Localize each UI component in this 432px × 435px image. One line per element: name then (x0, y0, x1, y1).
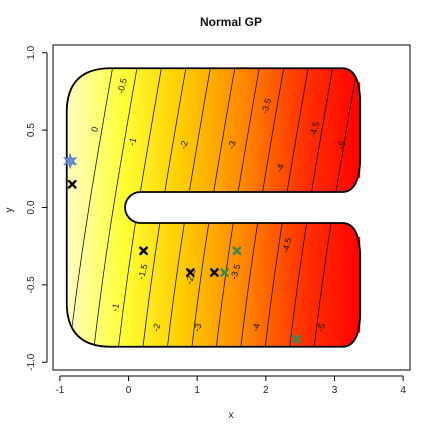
cross-marker (139, 246, 149, 256)
y-tick-label: -1.0 (26, 353, 37, 371)
cross-stroke (209, 268, 219, 277)
x-tick-label: 2 (263, 385, 269, 396)
x-tick-label: 1 (194, 385, 200, 396)
contour-labels: -0.5 0 -1 -2 -3 -3.5 -4 -4.5 -5 -1 -1.5 -2 -2.5 -3 -3.… (89, 77, 347, 332)
cross-stroke (232, 246, 242, 256)
cross-stroke (185, 268, 195, 277)
cross-marker (292, 334, 302, 344)
contour-label: -4.5 (308, 121, 322, 139)
contour-line (68, 68, 114, 347)
contour-label: -3 (192, 322, 204, 332)
contour-label: -3 (226, 140, 238, 150)
x-tick-label: 3 (332, 385, 338, 396)
contour-label: -1 (109, 302, 121, 312)
chart-title: Normal GP (200, 15, 262, 29)
y-tick-label: 1.0 (26, 45, 37, 59)
contour-label: -0.5 (115, 77, 129, 95)
contour-label: -5 (336, 140, 348, 150)
cross-stroke (67, 179, 77, 189)
star-marker (63, 152, 78, 170)
y-tick-label: 0.0 (26, 200, 37, 214)
x-axis: -1 0 1 2 3 4 (55, 375, 406, 396)
cross-marker (185, 268, 195, 277)
cross-stroke (139, 246, 149, 256)
contour-label: -4.5 (280, 237, 294, 255)
y-axis-title: y (4, 208, 15, 213)
contour-label: -2 (151, 322, 163, 332)
data-markers (63, 152, 302, 344)
contour-label: -2.5 (184, 268, 198, 286)
contour-label: -1.5 (136, 263, 150, 281)
region-outline (65, 67, 362, 348)
contour-label: -2 (178, 140, 190, 150)
contour-label: -1 (127, 137, 139, 147)
contour-label: 0 (89, 126, 100, 133)
cross-marker (232, 246, 242, 256)
x-tick-label: -1 (55, 385, 64, 396)
y-axis: -1.0 -0.5 0.0 0.5 1.0 (26, 45, 48, 371)
contour-label: -3.5 (260, 97, 274, 115)
y-tick-label: 0.5 (26, 123, 37, 137)
cross-stroke (292, 334, 302, 344)
cross-stroke (220, 268, 230, 277)
cross-marker (209, 268, 219, 277)
x-tick-label: 4 (400, 385, 406, 396)
contour-label: -5 (315, 322, 327, 332)
contour-label: -4 (250, 322, 262, 332)
contour-label: -4 (274, 163, 286, 173)
contour-line (93, 68, 139, 347)
x-tick-label: 0 (126, 385, 132, 396)
x-axis-title: x (229, 410, 234, 421)
y-tick-label: -0.5 (26, 276, 37, 294)
contour-label: -3.5 (229, 263, 243, 281)
cross-marker (67, 179, 77, 189)
cross-marker (220, 268, 230, 277)
